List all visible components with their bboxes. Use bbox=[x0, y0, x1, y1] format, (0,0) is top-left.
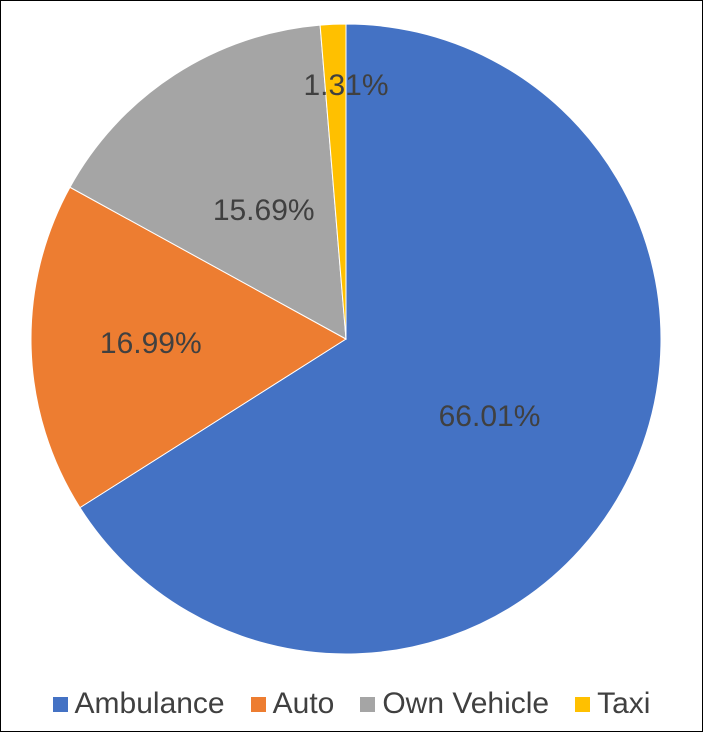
slice-own-vehicle bbox=[69, 24, 347, 340]
legend-swatch-ambulance bbox=[52, 696, 68, 712]
slice-ambulance bbox=[79, 23, 662, 655]
pie-chart: 66.01% 16.99% 15.69% 1.31% bbox=[30, 23, 662, 655]
legend: Ambulance Auto Own Vehicle Taxi bbox=[0, 684, 703, 724]
slice-label-own-vehicle: 15.69% bbox=[213, 194, 315, 227]
legend-item-own-vehicle: Own Vehicle bbox=[360, 687, 549, 721]
pie-labels: 66.01% 16.99% 15.69% 1.31% bbox=[100, 69, 540, 433]
slice-label-auto: 16.99% bbox=[100, 327, 202, 360]
legend-item-taxi: Taxi bbox=[575, 687, 650, 721]
legend-swatch-own-vehicle bbox=[360, 696, 376, 712]
legend-item-auto: Auto bbox=[250, 687, 335, 721]
legend-swatch-taxi bbox=[575, 696, 591, 712]
pie-slices bbox=[30, 23, 662, 655]
slice-label-taxi: 1.31% bbox=[303, 69, 388, 102]
slice-auto bbox=[30, 186, 347, 509]
legend-item-ambulance: Ambulance bbox=[52, 687, 225, 721]
legend-swatch-auto bbox=[250, 696, 266, 712]
legend-label-ambulance: Ambulance bbox=[74, 687, 225, 720]
slice-label-ambulance: 66.01% bbox=[439, 400, 541, 433]
legend-label-own-vehicle: Own Vehicle bbox=[382, 687, 550, 720]
legend-label-taxi: Taxi bbox=[597, 687, 651, 720]
legend-label-auto: Auto bbox=[272, 687, 335, 720]
slice-taxi bbox=[319, 23, 347, 340]
